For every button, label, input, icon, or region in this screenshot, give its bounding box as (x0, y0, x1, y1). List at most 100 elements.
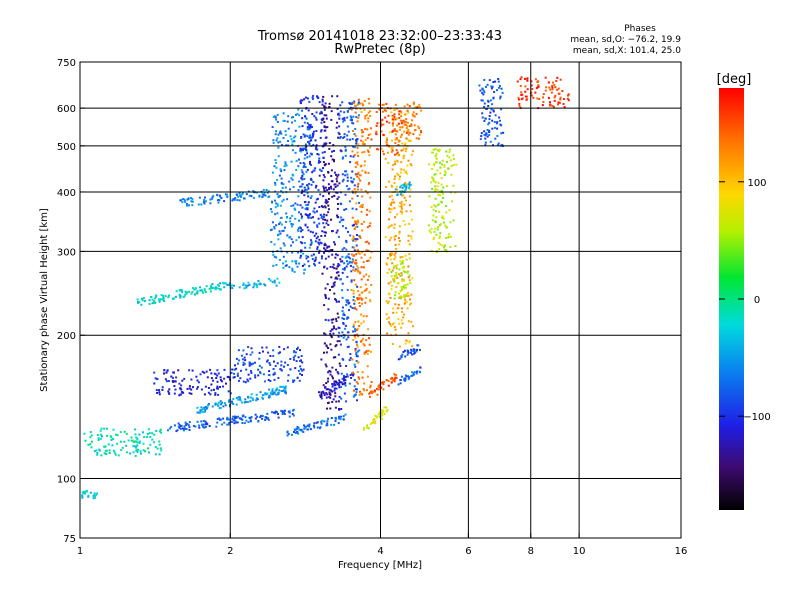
data-point (301, 361, 304, 364)
data-point (105, 453, 108, 455)
data-point (329, 407, 332, 410)
data-point (293, 431, 295, 433)
data-point (556, 88, 559, 91)
data-point (93, 496, 96, 499)
data-point (303, 177, 306, 180)
data-point (259, 391, 262, 394)
data-point (441, 159, 444, 162)
data-point (289, 368, 292, 371)
data-point (402, 259, 404, 262)
data-point (381, 110, 384, 113)
data-point (209, 287, 212, 290)
data-point (231, 199, 234, 202)
data-point (258, 371, 261, 374)
data-point (204, 196, 206, 199)
data-point (301, 369, 304, 372)
data-point (333, 149, 335, 152)
data-point (136, 298, 139, 301)
data-point (217, 201, 220, 204)
data-point (440, 177, 443, 180)
data-point (524, 90, 527, 93)
data-point (308, 100, 311, 103)
data-point (344, 413, 347, 416)
data-point (353, 302, 356, 305)
data-point (407, 183, 409, 186)
data-point (184, 424, 187, 427)
data-point (285, 212, 288, 215)
data-point (369, 256, 372, 259)
data-point (324, 363, 327, 366)
data-point (327, 106, 330, 109)
data-point (346, 138, 349, 141)
data-point (403, 284, 406, 287)
data-point (341, 173, 344, 176)
data-point (337, 274, 340, 277)
data-point (412, 103, 415, 106)
data-point (481, 92, 484, 94)
data-point (278, 132, 281, 135)
data-point (442, 217, 445, 220)
data-point (273, 378, 276, 381)
data-point (355, 381, 358, 383)
data-point (173, 385, 176, 387)
data-point (160, 294, 163, 297)
data-point (364, 190, 367, 193)
data-point (251, 397, 254, 400)
data-point (318, 206, 321, 208)
data-point (309, 152, 312, 155)
data-point (190, 388, 193, 391)
data-point (521, 97, 524, 100)
data-point (361, 302, 363, 305)
data-point (347, 345, 350, 348)
data-point (337, 271, 340, 274)
data-point (354, 336, 357, 339)
data-point (307, 141, 310, 144)
data-point (200, 406, 203, 409)
data-point (299, 162, 302, 165)
data-point (340, 216, 343, 219)
data-point (369, 299, 371, 302)
data-point (377, 413, 380, 416)
data-point (105, 449, 108, 452)
data-point (236, 421, 239, 424)
data-point (365, 287, 368, 290)
data-point (336, 121, 339, 124)
data-point (385, 137, 388, 140)
data-point (303, 272, 305, 275)
data-point (356, 234, 358, 236)
data-point (345, 365, 348, 367)
data-point (333, 160, 335, 163)
data-point (343, 374, 345, 377)
data-point (305, 117, 308, 120)
data-point (344, 327, 347, 330)
data-point (349, 234, 352, 237)
data-point (490, 87, 493, 90)
data-point (156, 392, 159, 394)
data-point (489, 111, 492, 114)
data-point (306, 184, 309, 187)
data-point (307, 109, 310, 112)
data-point (388, 300, 391, 303)
data-point (410, 374, 413, 377)
data-point (418, 127, 421, 130)
data-point (320, 215, 323, 218)
data-point (188, 369, 191, 372)
data-point (311, 136, 313, 139)
data-point (334, 416, 337, 419)
data-point (370, 381, 373, 383)
data-point (312, 94, 315, 97)
data-point (324, 102, 327, 105)
data-point (296, 203, 299, 206)
data-point (258, 357, 261, 360)
data-point (403, 294, 406, 297)
data-point (247, 373, 250, 376)
data-point (218, 194, 221, 197)
data-point (305, 257, 308, 260)
data-point (160, 431, 162, 434)
data-point (412, 111, 415, 114)
data-point (489, 99, 492, 102)
data-point (312, 144, 315, 147)
data-point (265, 189, 268, 191)
data-point (262, 350, 264, 353)
data-point (356, 163, 359, 166)
